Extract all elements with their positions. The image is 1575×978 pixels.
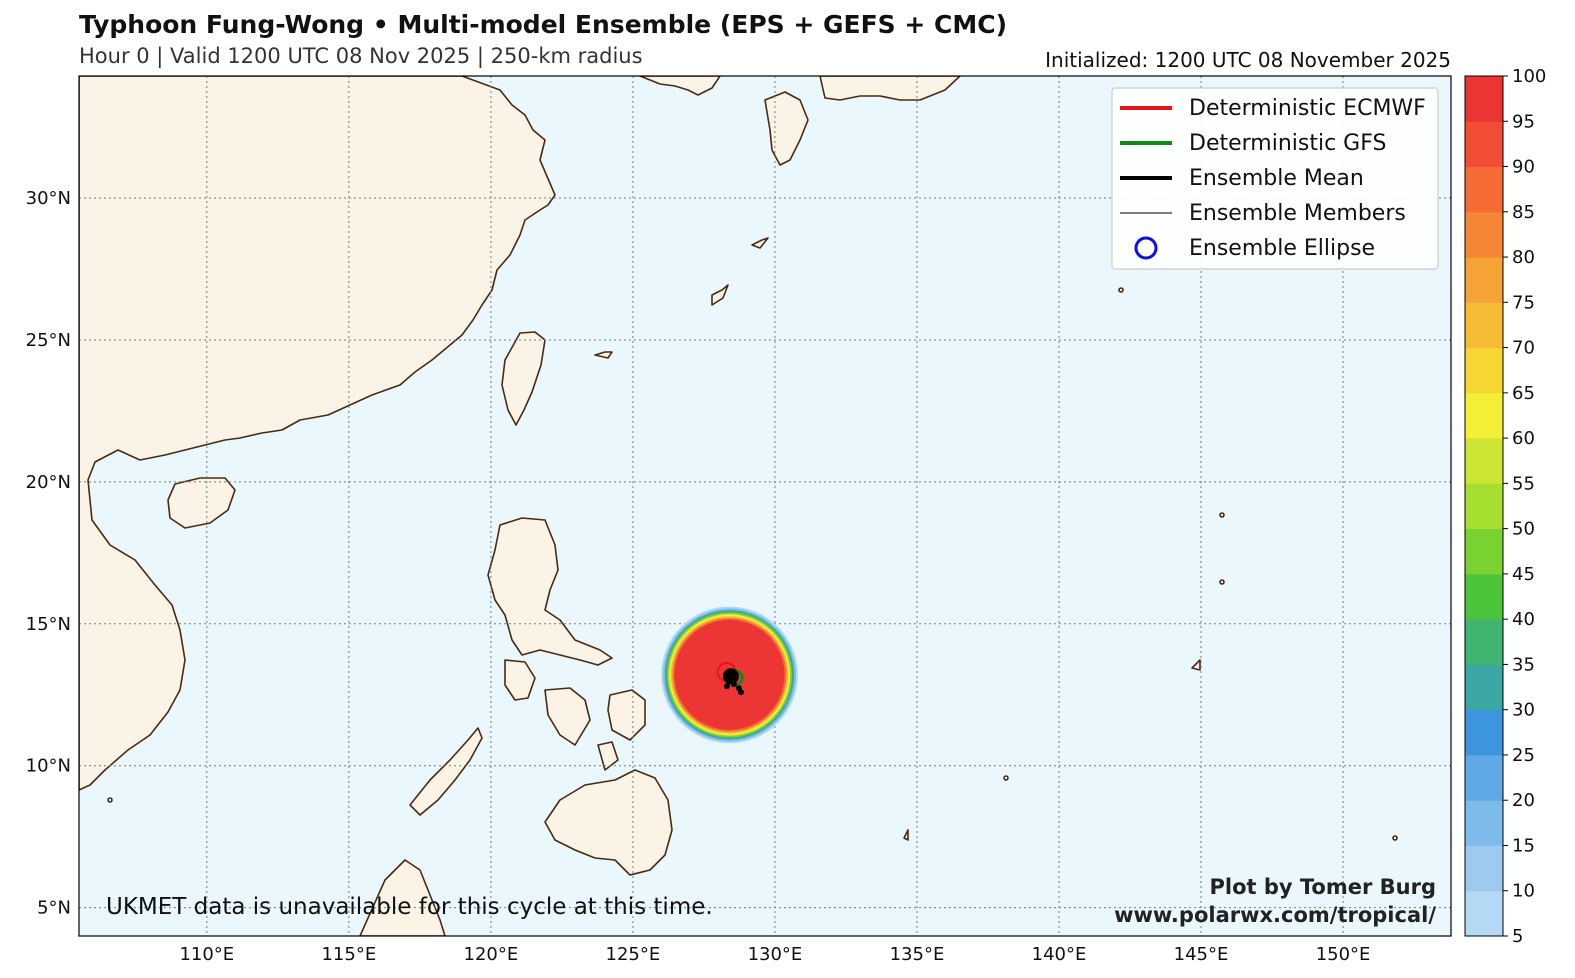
lat-tick-label: 15°N <box>26 614 71 635</box>
ensemble-member-marker <box>730 681 737 688</box>
lon-tick-label: 135°E <box>890 944 945 965</box>
colorbar-tick-label: 65 <box>1512 383 1535 404</box>
borneo-island <box>359 859 446 936</box>
lat-tick-label: 25°N <box>26 330 71 351</box>
colorbar-tick-label: 100 <box>1512 66 1546 87</box>
legend-label: Ensemble Ellipse <box>1189 236 1375 261</box>
lon-tick-label: 150°E <box>1316 944 1371 965</box>
visayas-islands <box>544 687 591 746</box>
colorbar-tick-label: 95 <box>1512 111 1535 132</box>
colorbar-segment <box>1465 347 1503 394</box>
ukmet-unavailable-note: UKMET data is unavailable for this cycle… <box>106 894 713 920</box>
colorbar-segment <box>1465 890 1503 937</box>
colorbar-tick-label: 55 <box>1512 473 1535 494</box>
axis-ticks: 110°E 115°E 120°E 125°E 130°E 135°E 140°E 145°E… <box>26 188 1371 965</box>
colorbar-tick-label: 35 <box>1512 654 1535 675</box>
mindanao-island <box>544 769 673 876</box>
probability-colorbar: 5 10 15 20 25 30 35 40 45 50 55 60 65 70 75 80 85 90 95 100 <box>1464 66 1546 947</box>
colorbar-segment <box>1465 211 1503 258</box>
colorbar-segment <box>1465 709 1503 756</box>
colorbar-segment <box>1465 257 1503 303</box>
legend-label: Ensemble Mean <box>1189 166 1364 191</box>
lon-tick-label: 115°E <box>321 944 376 965</box>
ensemble-member-marker <box>737 689 744 696</box>
hainan-island <box>167 477 236 529</box>
ensemble-member-marker <box>723 683 730 690</box>
colorbar-segment <box>1465 392 1503 439</box>
initialized-time: Initialized: 1200 UTC 08 November 2025 <box>1045 48 1451 72</box>
colorbar-tick-label: 70 <box>1512 338 1535 359</box>
colorbar-segment <box>1465 845 1503 892</box>
colorbar-segment <box>1465 483 1503 530</box>
map-legend: Deterministic ECMWF Deterministic GFS Ense… <box>1111 87 1439 270</box>
colorbar-tick-label: 45 <box>1512 564 1535 585</box>
colorbar-tick-label: 10 <box>1512 881 1535 902</box>
colorbar-tick-label: 40 <box>1512 609 1535 630</box>
colorbar-segment <box>1465 528 1503 575</box>
lon-tick-label: 125°E <box>606 944 661 965</box>
mindoro-island <box>504 659 536 701</box>
colorbar-tick-label: 15 <box>1512 835 1535 856</box>
colorbar-tick-label: 5 <box>1512 926 1523 947</box>
ryukyu-islands <box>711 284 729 306</box>
kyushu-island <box>764 91 809 166</box>
ensemble-mean-marker <box>722 668 739 685</box>
lat-tick-label: 30°N <box>26 188 71 209</box>
palawan-island <box>409 727 483 816</box>
colorbar-segment <box>1465 754 1503 801</box>
colorbar-tick-label: 30 <box>1512 700 1535 721</box>
lat-tick-label: 5°N <box>37 898 71 919</box>
colorbar-tick-label: 90 <box>1512 157 1535 178</box>
colorbar-segment <box>1465 302 1503 349</box>
lon-tick-label: 120°E <box>464 944 519 965</box>
land-layer <box>79 76 1398 936</box>
legend-label: Ensemble Members <box>1189 201 1406 226</box>
colorbar-segment <box>1465 121 1503 168</box>
taiwan-island <box>501 331 546 426</box>
colorbar-segment <box>1465 619 1503 665</box>
colorbar-tick-label: 60 <box>1512 428 1535 449</box>
samar-island <box>607 689 646 741</box>
legend-swatch-ellipse <box>1134 236 1158 260</box>
map-subtitle: Hour 0 | Valid 1200 UTC 08 Nov 2025 | 25… <box>79 44 643 68</box>
colorbar-segment <box>1465 438 1503 484</box>
colorbar-tick-label: 80 <box>1512 247 1535 268</box>
colorbar-tick-label: 85 <box>1512 202 1535 223</box>
colorbar-segment <box>1465 166 1503 213</box>
map-title: Typhoon Fung-Wong • Multi-model Ensemble… <box>79 10 1008 39</box>
luzon-island <box>487 517 613 666</box>
strike-probability-layer <box>661 606 798 744</box>
lat-tick-label: 20°N <box>26 472 71 493</box>
colorbar-tick-label: 20 <box>1512 790 1535 811</box>
credit-author: Plot by Tomer Burg <box>1210 875 1437 899</box>
korea-peninsula <box>639 76 721 96</box>
mainland-asia <box>79 76 556 791</box>
colorbar-frame <box>1464 75 1504 937</box>
honshu-island <box>819 76 961 101</box>
legend-label: Deterministic GFS <box>1189 131 1386 156</box>
lon-tick-label: 130°E <box>748 944 803 965</box>
colorbar-tick-label: 50 <box>1512 519 1535 540</box>
lon-tick-label: 140°E <box>1032 944 1087 965</box>
map-frame <box>78 75 1452 937</box>
colorbar-segment <box>1465 664 1503 711</box>
lon-tick-label: 145°E <box>1174 944 1229 965</box>
colorbar-segment <box>1465 573 1503 620</box>
colorbar-segment <box>1465 76 1503 122</box>
lon-tick-label: 110°E <box>179 944 234 965</box>
legend-label: Deterministic ECMWF <box>1189 96 1426 121</box>
colorbar-tick-label: 25 <box>1512 745 1535 766</box>
colorbar-segment <box>1465 800 1503 846</box>
credit-website: www.polarwx.com/tropical/ <box>1114 903 1436 927</box>
lat-tick-label: 10°N <box>26 756 71 777</box>
colorbar-tick-label: 75 <box>1512 292 1535 313</box>
